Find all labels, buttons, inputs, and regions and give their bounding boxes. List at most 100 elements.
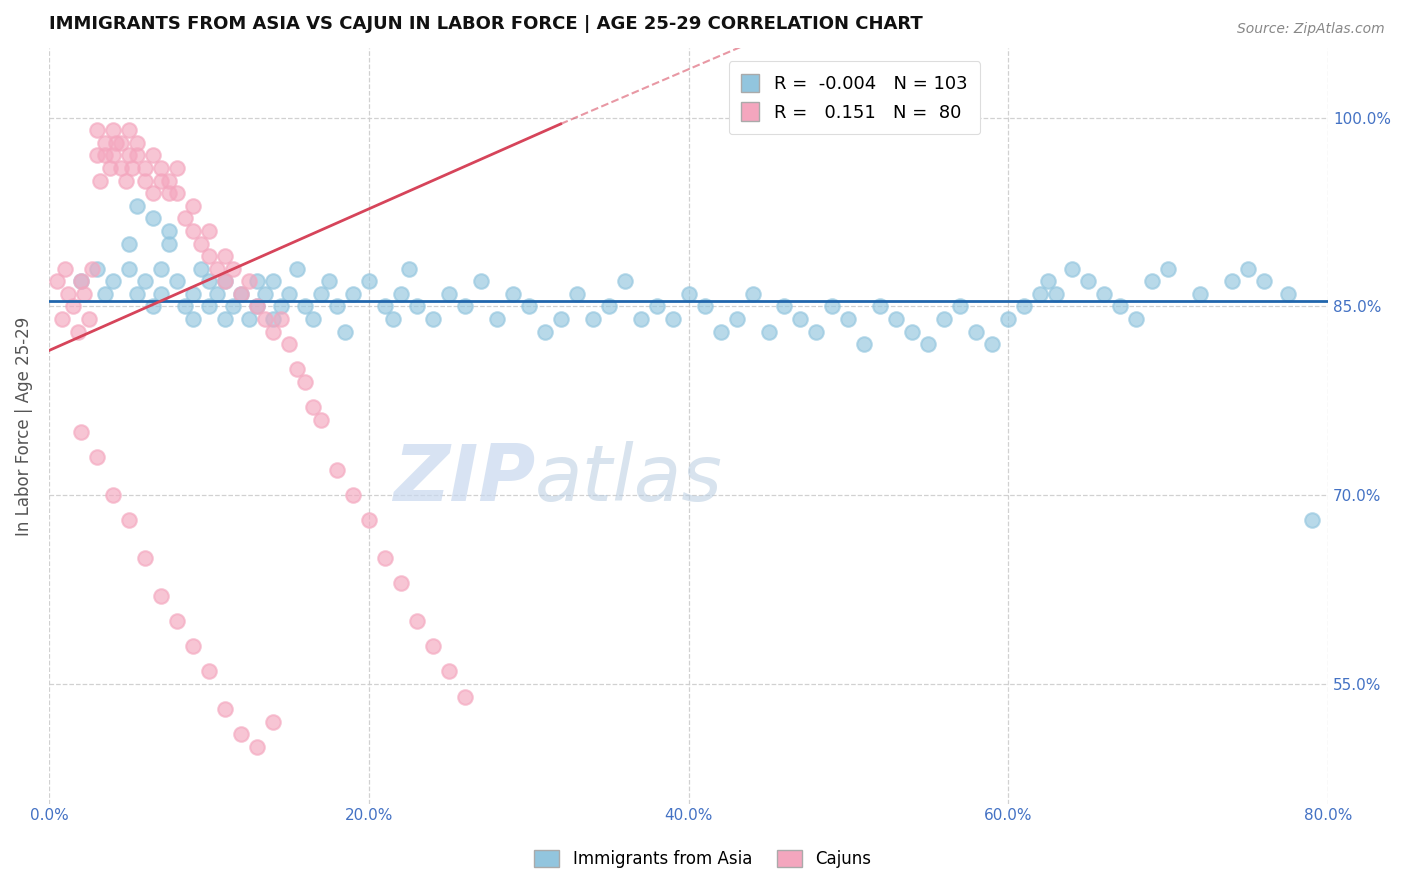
Point: [70, 274, 93, 288]
Point: [709, 325, 731, 339]
Text: atlas: atlas: [536, 441, 723, 516]
Point: [270, 300, 292, 314]
Point: [134, 274, 156, 288]
Point: [110, 136, 132, 150]
Point: [86, 123, 108, 137]
Point: [118, 236, 141, 251]
Text: Source: ZipAtlas.com: Source: ZipAtlas.com: [1237, 22, 1385, 37]
Point: [326, 300, 349, 314]
Point: [238, 274, 260, 288]
Point: [134, 161, 156, 175]
Point: [262, 312, 284, 326]
Point: [533, 325, 555, 339]
Point: [1038, 274, 1060, 288]
Point: [997, 312, 1019, 326]
Point: [262, 714, 284, 729]
Point: [357, 274, 380, 288]
Point: [181, 312, 204, 326]
Point: [198, 665, 221, 679]
Point: [277, 337, 299, 351]
Point: [198, 300, 221, 314]
Point: [1045, 286, 1067, 301]
Point: [142, 186, 165, 201]
Point: [246, 300, 269, 314]
Point: [89, 173, 111, 187]
Point: [110, 161, 132, 175]
Point: [886, 312, 908, 326]
Point: [1142, 274, 1164, 288]
Point: [149, 173, 172, 187]
Point: [1277, 286, 1299, 301]
Point: [149, 261, 172, 276]
Point: [398, 261, 420, 276]
Point: [205, 286, 228, 301]
Point: [181, 640, 204, 654]
Point: [142, 148, 165, 162]
Point: [333, 325, 356, 339]
Point: [374, 551, 396, 566]
Point: [86, 450, 108, 465]
Point: [1301, 513, 1323, 527]
Legend: R =  -0.004   N = 103, R =   0.151   N =  80: R = -0.004 N = 103, R = 0.151 N = 80: [728, 62, 980, 135]
Point: [342, 488, 364, 502]
Point: [789, 312, 811, 326]
Point: [66, 325, 89, 339]
Point: [645, 300, 668, 314]
Point: [725, 312, 748, 326]
Point: [454, 690, 477, 704]
Point: [285, 261, 308, 276]
Point: [53, 261, 76, 276]
Point: [262, 274, 284, 288]
Point: [1077, 274, 1099, 288]
Point: [294, 300, 316, 314]
Point: [118, 513, 141, 527]
Point: [389, 286, 412, 301]
Point: [1092, 286, 1115, 301]
Point: [94, 148, 117, 162]
Point: [214, 249, 236, 263]
Point: [125, 148, 148, 162]
Point: [1062, 261, 1084, 276]
Point: [246, 739, 269, 754]
Point: [166, 186, 188, 201]
Point: [198, 274, 221, 288]
Point: [70, 274, 93, 288]
Legend: Immigrants from Asia, Cajuns: Immigrants from Asia, Cajuns: [527, 843, 879, 875]
Point: [405, 300, 427, 314]
Point: [1157, 261, 1180, 276]
Point: [693, 300, 716, 314]
Point: [437, 286, 460, 301]
Point: [125, 286, 148, 301]
Point: [198, 249, 221, 263]
Point: [214, 274, 236, 288]
Point: [581, 312, 603, 326]
Point: [965, 325, 987, 339]
Point: [134, 551, 156, 566]
Point: [437, 665, 460, 679]
Point: [149, 286, 172, 301]
Point: [550, 312, 572, 326]
Point: [86, 148, 108, 162]
Point: [157, 224, 180, 238]
Point: [166, 274, 188, 288]
Point: [149, 589, 172, 603]
Point: [806, 325, 828, 339]
Point: [405, 614, 427, 628]
Point: [630, 312, 652, 326]
Point: [166, 614, 188, 628]
Point: [229, 286, 252, 301]
Point: [118, 123, 141, 137]
Point: [166, 161, 188, 175]
Point: [301, 312, 323, 326]
Point: [73, 286, 96, 301]
Point: [1109, 300, 1132, 314]
Point: [94, 286, 117, 301]
Point: [253, 286, 276, 301]
Point: [917, 337, 939, 351]
Point: [173, 300, 195, 314]
Point: [125, 199, 148, 213]
Point: [205, 261, 228, 276]
Point: [381, 312, 404, 326]
Point: [181, 286, 204, 301]
Point: [949, 300, 972, 314]
